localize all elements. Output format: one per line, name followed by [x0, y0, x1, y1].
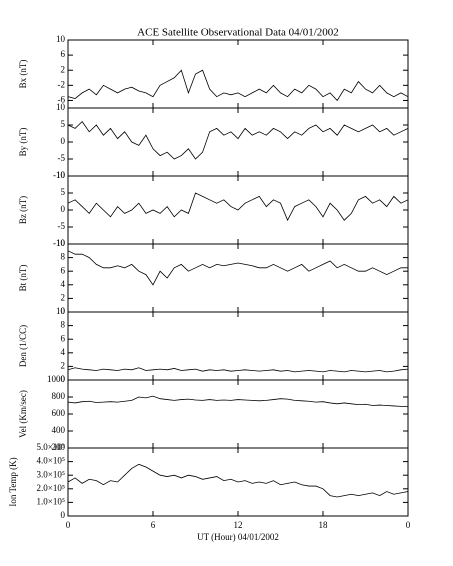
y-tick-label: 2: [61, 292, 66, 302]
x-tick-label: 6: [151, 520, 156, 530]
data-line: [67, 69, 409, 102]
y-tick-label: 0: [61, 374, 66, 384]
y-tick-label: 4: [61, 347, 66, 357]
y-tick-label: 2: [61, 64, 66, 74]
y-axis-label: Bt (nT): [18, 265, 28, 292]
x-axis-label: UT (Hour) 04/01/2002: [197, 532, 279, 542]
y-tick-label: 8: [61, 252, 66, 262]
y-tick-label: -10: [53, 238, 65, 248]
y-tick-label: 2.0×10⁵: [37, 483, 65, 493]
data-line: [67, 395, 409, 408]
y-tick-label: -2: [58, 79, 66, 89]
data-line: [67, 367, 409, 373]
y-tick-label: 0: [61, 510, 66, 520]
y-axis-label: By (nT): [18, 128, 28, 157]
y-tick-label: 1000: [47, 374, 66, 384]
y-axis-label: Bx (nT): [18, 60, 28, 89]
y-tick-label: 10: [56, 34, 66, 44]
y-tick-label: 2: [61, 360, 66, 370]
data-line: [67, 120, 409, 160]
y-tick-label: 10: [56, 170, 66, 180]
y-tick-label: 5: [61, 119, 66, 129]
y-tick-label: 6: [61, 333, 66, 343]
panel-frame: [67, 107, 409, 177]
x-tick-label: 18: [319, 520, 329, 530]
y-tick-label: 4: [61, 279, 66, 289]
y-tick-label: 0: [61, 204, 66, 214]
data-line: [67, 250, 408, 286]
y-tick-label: 600: [52, 408, 66, 418]
y-axis-label: Den (1/CC): [18, 325, 28, 367]
y-tick-label: 5: [61, 187, 66, 197]
panel-frame: [67, 243, 409, 313]
panel-frame: [67, 379, 409, 449]
y-tick-label: -6: [58, 95, 66, 105]
chart-title: ACE Satellite Observational Data 04/01/2…: [137, 27, 339, 39]
y-axis-label: Ion Temp (K): [8, 457, 18, 506]
y-axis-label: Bz (nT): [18, 196, 28, 224]
y-tick-label: 10: [56, 238, 66, 248]
y-tick-label: 0: [61, 136, 66, 146]
panel-frame: [67, 311, 409, 381]
y-tick-label: 6: [61, 49, 66, 59]
y-tick-label: -10: [53, 170, 65, 180]
data-line: [67, 463, 409, 498]
x-tick-label: 0: [66, 520, 71, 530]
panel-frame: [67, 39, 409, 109]
y-tick-label: -5: [58, 221, 66, 231]
y-tick-label: 3.0×10⁵: [37, 469, 65, 479]
y-tick-label: 4.0×10⁵: [37, 456, 65, 466]
y-tick-label: 5.0×10⁵: [37, 442, 65, 452]
y-axis-label: Vel (Km/sec): [18, 390, 28, 438]
y-tick-label: -5: [58, 153, 66, 163]
y-tick-label: 8: [61, 320, 66, 330]
y-tick-label: 200: [52, 442, 66, 452]
y-tick-label: 800: [52, 391, 66, 401]
y-tick-label: 6: [61, 265, 66, 275]
y-tick-label: 10: [56, 102, 66, 112]
y-tick-label: 400: [52, 425, 66, 435]
x-tick-label: 12: [234, 520, 243, 530]
x-tick-label: 0: [406, 520, 411, 530]
data-line: [67, 192, 409, 222]
y-tick-label: 1.0×10⁵: [37, 496, 65, 506]
y-tick-label: 0: [61, 306, 66, 316]
y-tick-label: 10: [56, 306, 66, 316]
